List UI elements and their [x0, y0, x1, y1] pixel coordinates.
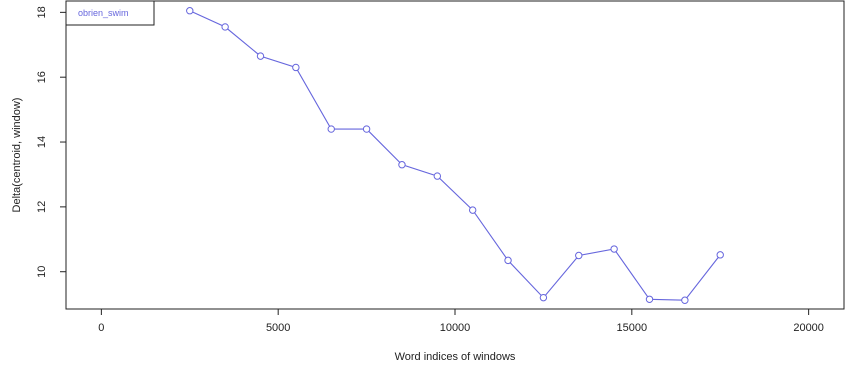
y-tick-label: 12	[36, 201, 48, 213]
data-point	[398, 161, 406, 169]
y-axis-label: Delta(centroid, window)	[11, 98, 23, 213]
legend-label: obrien_swim	[78, 8, 129, 18]
x-axis-label: Word indices of windows	[395, 351, 516, 363]
legend-box	[65, 0, 155, 26]
data-point	[186, 7, 194, 15]
data-point	[645, 295, 654, 303]
data-point	[362, 125, 371, 133]
y-tick-label: 16	[36, 71, 48, 83]
data-point	[256, 52, 265, 60]
plot-frame	[65, 0, 845, 310]
data-point	[575, 251, 583, 260]
x-tick-label: 10000	[440, 322, 471, 334]
series-line	[189, 10, 721, 301]
data-point	[292, 63, 300, 72]
legend: obrien_swim	[65, 0, 155, 26]
data-point	[327, 125, 335, 133]
data-point	[539, 293, 548, 302]
y-tick-label: 14	[36, 136, 48, 148]
data-point	[610, 245, 618, 253]
series-layer	[186, 7, 724, 304]
y-tick-label: 10	[36, 266, 48, 278]
data-point	[681, 296, 689, 304]
y-tick-label: 18	[36, 6, 48, 18]
x-axis: 0 5000 10000 15000 20000	[98, 309, 824, 334]
data-point	[221, 23, 229, 31]
data-point	[433, 172, 442, 180]
x-tick-label: 20000	[793, 322, 824, 334]
data-point	[504, 256, 512, 265]
data-point	[468, 206, 477, 214]
data-point	[716, 251, 724, 259]
x-tick-label: 5000	[266, 322, 290, 334]
x-tick-label: 0	[98, 322, 104, 334]
y-axis: 10 12 14 16 18	[36, 6, 66, 278]
x-tick-label: 15000	[617, 322, 648, 334]
